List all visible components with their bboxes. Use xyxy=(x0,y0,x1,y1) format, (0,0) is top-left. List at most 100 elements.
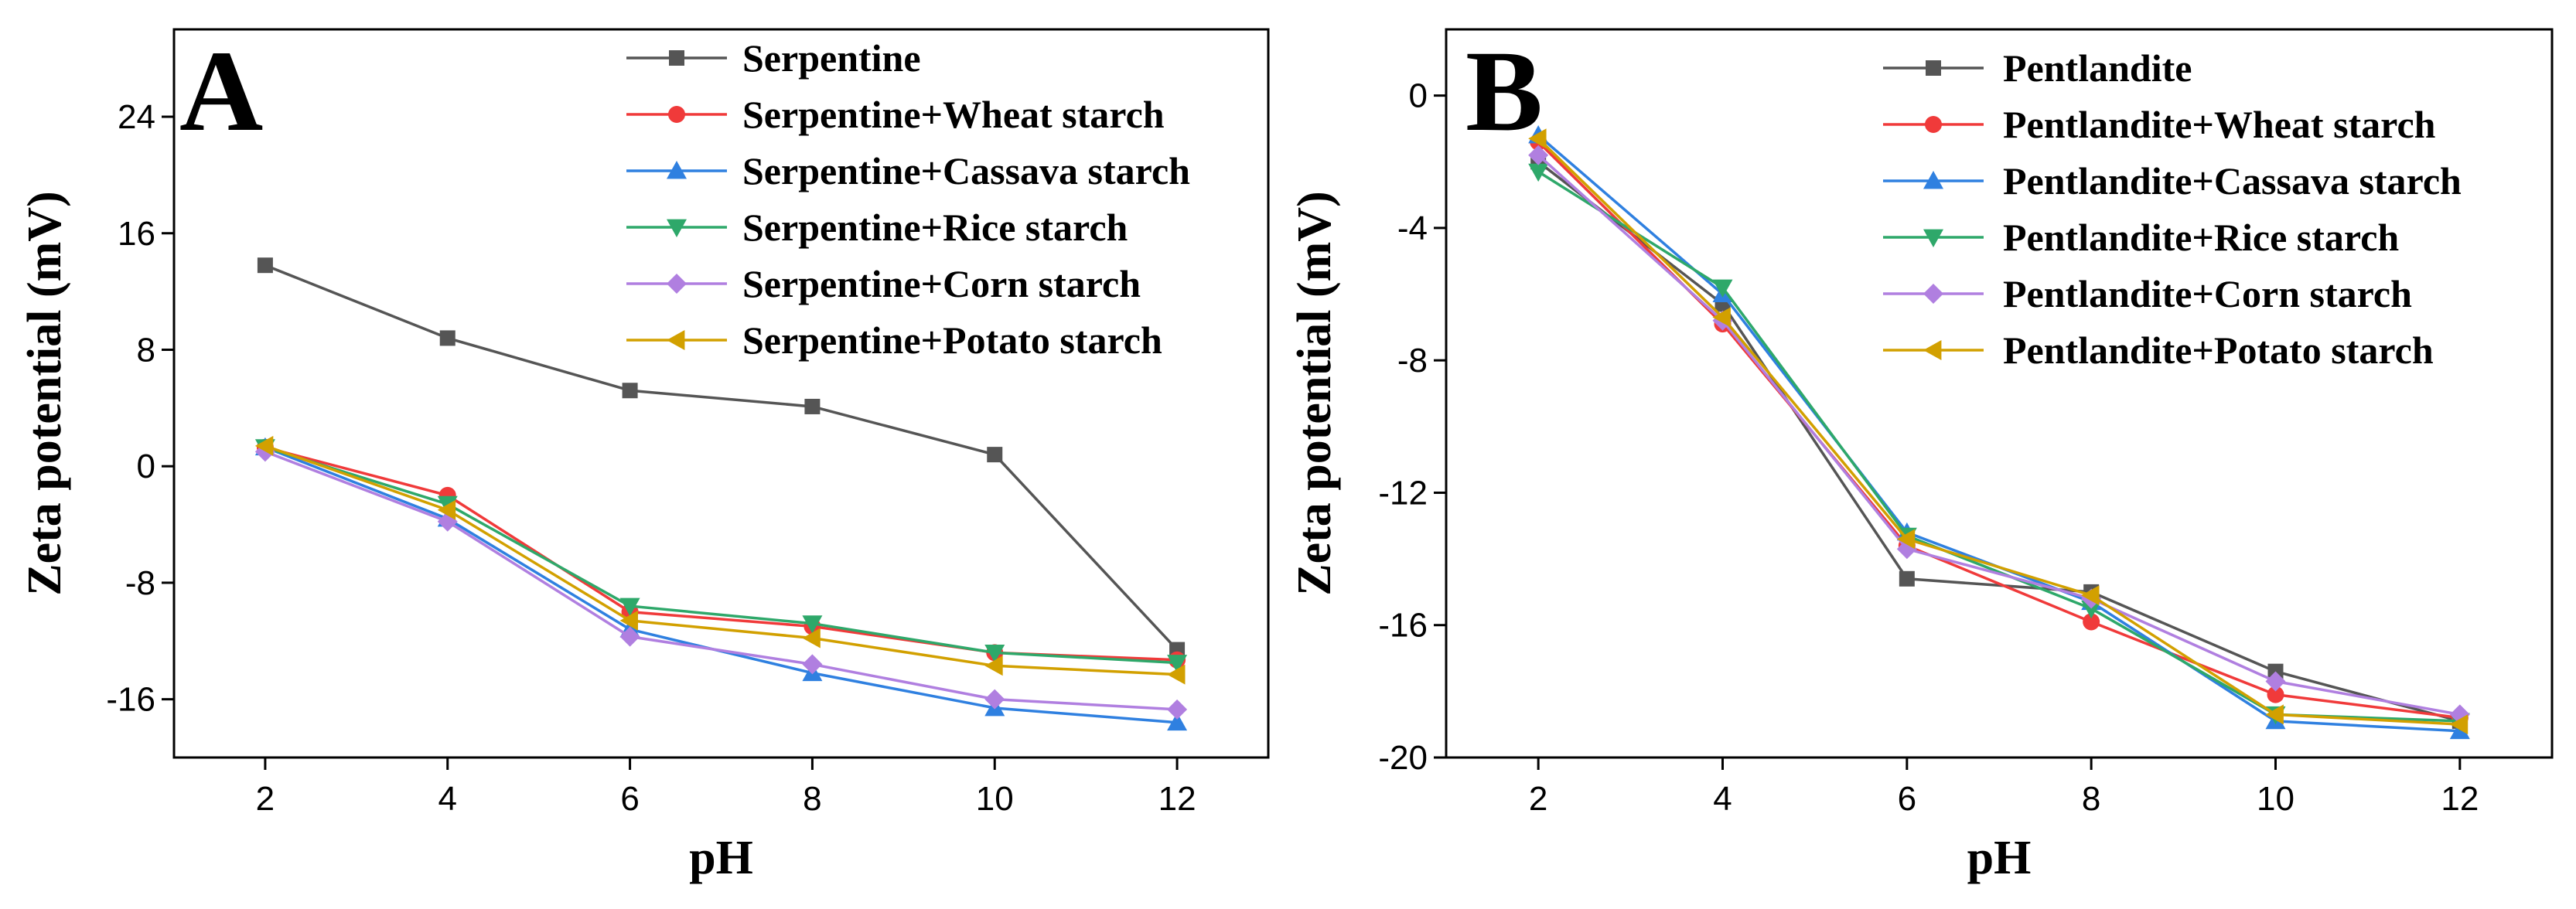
data-point xyxy=(2081,600,2102,619)
data-point xyxy=(1167,712,1188,731)
x-tick-label: 8 xyxy=(2082,780,2100,818)
x-axis-title: pH xyxy=(1967,832,2032,884)
legend-marker xyxy=(669,50,684,66)
data-point xyxy=(802,615,823,634)
legend-item: Serpentine+Rice starch xyxy=(626,206,1128,249)
legend-item: Pentlandite+Corn starch xyxy=(1883,272,2412,315)
legend-label: Serpentine+Wheat starch xyxy=(742,93,1165,136)
x-tick-label: 10 xyxy=(2257,780,2295,818)
data-point xyxy=(802,654,823,675)
data-point xyxy=(437,499,456,520)
x-axis-title: pH xyxy=(689,832,753,884)
legend: Serpentine Serpentine+Wheat starch Serpent… xyxy=(626,36,1190,362)
legend-marker xyxy=(1925,116,1942,133)
data-point xyxy=(987,447,1003,463)
chart-panel-b: 2 4 6 8 10 12 -20 -16 -12 -8 -4 0 pH Zeta potential (… xyxy=(1288,27,2554,884)
legend-label: Pentlandite+Corn starch xyxy=(2003,272,2412,315)
data-point xyxy=(1712,307,1731,328)
y-tick-label: -16 xyxy=(1378,607,1428,645)
legend-item: Pentlandite+Cassava starch xyxy=(1883,159,2462,203)
legend-label: Serpentine xyxy=(742,36,921,80)
data-point xyxy=(2081,585,2100,606)
legend-label: Pentlandite xyxy=(2003,46,2192,90)
y-tick-label: 0 xyxy=(1409,77,1428,115)
series-serpentine-wheat-starch xyxy=(256,438,1186,669)
data-point xyxy=(1528,163,1549,182)
legend-label: Pentlandite+Potato starch xyxy=(2003,329,2434,372)
data-point xyxy=(1167,655,1188,673)
data-point xyxy=(2265,704,2284,725)
x-tick-label: 4 xyxy=(1713,780,1732,818)
x-tick-label: 4 xyxy=(438,780,457,818)
data-point xyxy=(2265,671,2286,692)
x-tick-label: 8 xyxy=(803,780,821,818)
y-tick-label: -4 xyxy=(1397,209,1428,247)
legend-marker xyxy=(667,219,687,237)
y-tick-label: 24 xyxy=(118,98,155,136)
data-point xyxy=(1167,699,1188,720)
data-point xyxy=(622,383,638,399)
data-point xyxy=(619,597,640,617)
data-point xyxy=(254,435,274,456)
data-point xyxy=(619,626,640,647)
data-point xyxy=(2267,686,2284,703)
y-tick-label: 8 xyxy=(137,331,155,369)
y-tick-label: -20 xyxy=(1378,739,1428,777)
legend-label: Pentlandite+Cassava starch xyxy=(2003,159,2462,203)
legend-item: Pentlandite+Rice starch xyxy=(1883,216,2399,259)
legend-item: Pentlandite+Wheat starch xyxy=(1883,103,2436,146)
legend-marker xyxy=(667,330,685,350)
plot-frame xyxy=(1445,28,2554,759)
x-tick-label: 2 xyxy=(1529,780,1547,818)
y-tick-label: 16 xyxy=(118,215,155,253)
y-tick-label: -16 xyxy=(106,681,155,719)
data-point xyxy=(984,655,1003,676)
series-line xyxy=(1537,160,2461,723)
series-serpentine-corn-starch xyxy=(254,441,1188,720)
panel-label: B xyxy=(1465,27,1543,155)
legend-label: Pentlandite+Rice starch xyxy=(2003,216,2399,259)
series-serpentine xyxy=(257,257,1186,658)
y-tick-label: 0 xyxy=(137,448,155,485)
legend-marker xyxy=(667,161,687,179)
data-point xyxy=(804,398,821,414)
series-pentlandite-potato-starch xyxy=(1528,128,2469,735)
data-point xyxy=(1896,529,1916,550)
y-tick-label: -12 xyxy=(1378,474,1428,512)
series-line xyxy=(1537,138,2460,726)
legend-label: Pentlandite+Wheat starch xyxy=(2003,103,2436,146)
plot-frame xyxy=(172,28,1270,759)
legend-marker xyxy=(1923,340,1942,360)
legend-item: Pentlandite+Potato starch xyxy=(1883,329,2434,372)
legend-label: Serpentine+Potato starch xyxy=(742,318,1162,362)
series-line xyxy=(264,444,1178,676)
x-tick-label: 6 xyxy=(620,780,639,818)
legend-label: Serpentine+Corn starch xyxy=(742,262,1141,305)
x-tick-label: 2 xyxy=(256,780,275,818)
series-serpentine-potato-starch xyxy=(254,435,1186,685)
x-tick-label: 6 xyxy=(1898,780,1916,818)
legend-marker xyxy=(1923,284,1943,304)
y-axis-title: Zeta potential (mV) xyxy=(1288,191,1341,595)
series-line xyxy=(264,446,1178,665)
legend-item: Serpentine+Wheat starch xyxy=(626,93,1165,136)
legend-marker xyxy=(1926,60,1941,76)
data-point xyxy=(1899,570,1915,587)
data-point xyxy=(257,257,273,274)
series-serpentine-rice-starch xyxy=(254,439,1188,673)
legend-item: Serpentine xyxy=(626,36,921,80)
data-point xyxy=(439,330,455,346)
data-point xyxy=(1528,128,1547,149)
legend-label: Serpentine+Cassava starch xyxy=(742,149,1190,192)
legend-marker xyxy=(1923,229,1943,247)
series-line xyxy=(1537,154,2461,717)
panel-label: A xyxy=(179,27,263,155)
data-point xyxy=(2449,714,2469,735)
x-tick-label: 10 xyxy=(976,780,1014,818)
legend-label: Serpentine+Rice starch xyxy=(742,206,1128,249)
data-point xyxy=(1528,145,1549,165)
data-point xyxy=(619,610,638,631)
series-line xyxy=(264,264,1179,651)
